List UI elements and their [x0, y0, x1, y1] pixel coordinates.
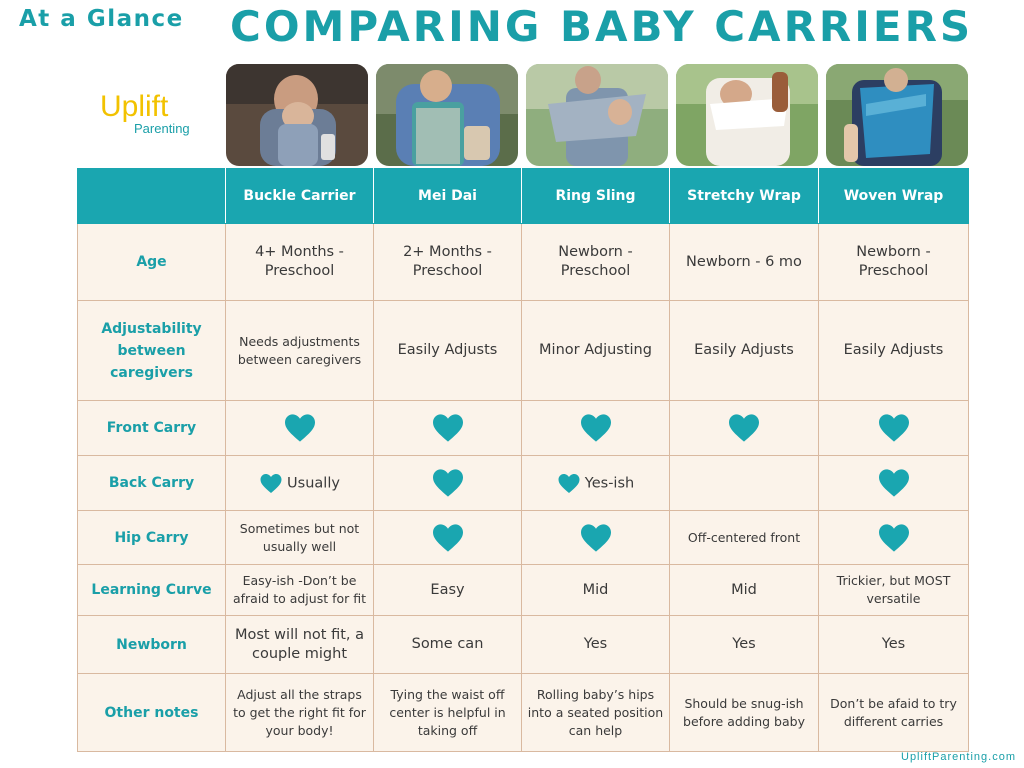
table-cell: Newborn - Preschool: [521, 223, 670, 301]
column-header: Mei Dai: [373, 168, 522, 224]
footer-url: UpliftParenting.com: [901, 751, 1016, 763]
column-header: Ring Sling: [521, 168, 670, 224]
heart-icon: [579, 413, 613, 443]
row-label: Learning Curve: [77, 564, 226, 616]
logo-word-parenting: Parenting: [134, 121, 190, 136]
table-cell: 2+ Months - Preschool: [373, 223, 522, 301]
heart-icon: [579, 523, 613, 553]
table-row-adjustability: Adjustability between caregivers Needs a…: [77, 300, 969, 401]
table-cell: Yes-ish: [521, 455, 670, 511]
table-cell: Easy: [373, 564, 522, 616]
brand-logo: Uplift Parenting: [100, 92, 190, 136]
heart-icon: [431, 523, 465, 553]
page-title: COMPARING BABY CARRIERS: [230, 2, 974, 51]
table-cell: Don’t be afaid to try different carries: [818, 673, 969, 752]
heart-icon: [877, 468, 911, 498]
column-header: Woven Wrap: [818, 168, 969, 224]
table-cell: Minor Adjusting: [521, 300, 670, 401]
table-row-learning-curve: Learning Curve Easy-ish -Don’t be afraid…: [77, 564, 969, 616]
heart-icon: [259, 473, 283, 494]
heart-icon: [283, 413, 317, 443]
table-cell: Mid: [669, 564, 819, 616]
row-label: Other notes: [77, 673, 226, 752]
comparison-table: Buckle Carrier Mei Dai Ring Sling Stretc…: [77, 168, 969, 752]
table-cell: 4+ Months - Preschool: [225, 223, 374, 301]
table-cell: Easily Adjusts: [669, 300, 819, 401]
photo-mei-dai: [376, 64, 518, 166]
table-cell: [521, 510, 670, 565]
heart-icon: [431, 413, 465, 443]
carrier-photo-strip: [226, 64, 968, 166]
table-cell: Most will not fit, a couple might: [225, 615, 374, 674]
table-cell: [521, 400, 670, 456]
table-cell: [818, 510, 969, 565]
heart-icon: [727, 413, 761, 443]
table-cell: Tying the waist off center is helpful in…: [373, 673, 522, 752]
table-row-back-carry: Back Carry Usually Yes-ish: [77, 455, 969, 511]
table-cell: Usually: [225, 455, 374, 511]
table-cell: [669, 455, 819, 511]
photo-woven-wrap: [826, 64, 968, 166]
heart-icon: [877, 413, 911, 443]
heart-icon: [431, 468, 465, 498]
table-cell: Yes: [521, 615, 670, 674]
table-cell: Yes: [669, 615, 819, 674]
eyebrow-heading: At a Glance: [19, 6, 184, 32]
row-label: Age: [77, 223, 226, 301]
cell-text: Yes-ish: [584, 475, 635, 491]
column-header: Buckle Carrier: [225, 168, 374, 224]
table-cell: [373, 455, 522, 511]
table-cell: Mid: [521, 564, 670, 616]
table-cell: [818, 455, 969, 511]
table-cell: [225, 400, 374, 456]
table-row-newborn: Newborn Most will not fit, a couple migh…: [77, 615, 969, 674]
table-row-age: Age 4+ Months - Preschool 2+ Months - Pr…: [77, 223, 969, 301]
table-cell: Adjust all the straps to get the right f…: [225, 673, 374, 752]
photo-stretchy-wrap: [676, 64, 818, 166]
table-cell: [373, 510, 522, 565]
row-label: Newborn: [77, 615, 226, 674]
column-header: Stretchy Wrap: [669, 168, 819, 224]
table-cell: Needs adjustments between caregivers: [225, 300, 374, 401]
heart-icon: [877, 523, 911, 553]
table-cell: [818, 400, 969, 456]
table-cell: Sometimes but not usually well: [225, 510, 374, 565]
photo-buckle-carrier: [226, 64, 368, 166]
table-cell: Easily Adjusts: [373, 300, 522, 401]
table-cell: Rolling baby’s hips into a seated positi…: [521, 673, 670, 752]
table-cell: [373, 400, 522, 456]
table-cell: Off-centered front: [669, 510, 819, 565]
table-cell: [669, 400, 819, 456]
cell-text: Usually: [287, 475, 340, 491]
table-cell: Newborn - Preschool: [818, 223, 969, 301]
table-header-row: Buckle Carrier Mei Dai Ring Sling Stretc…: [77, 168, 969, 224]
table-row-other-notes: Other notes Adjust all the straps to get…: [77, 673, 969, 752]
table-cell: Newborn - 6 mo: [669, 223, 819, 301]
logo-word-uplift: Uplift: [100, 90, 169, 123]
header-corner-cell: [77, 168, 226, 224]
heart-icon: [557, 473, 581, 494]
row-label: Hip Carry: [77, 510, 226, 565]
table-row-front-carry: Front Carry: [77, 400, 969, 456]
table-cell: Should be snug-ish before adding baby: [669, 673, 819, 752]
row-label: Back Carry: [77, 455, 226, 511]
table-row-hip-carry: Hip Carry Sometimes but not usually well…: [77, 510, 969, 565]
table-cell: Yes: [818, 615, 969, 674]
photo-ring-sling: [526, 64, 668, 166]
table-cell: Easy-ish -Don’t be afraid to adjust for …: [225, 564, 374, 616]
row-label: Front Carry: [77, 400, 226, 456]
table-cell: Easily Adjusts: [818, 300, 969, 401]
row-label: Adjustability between caregivers: [77, 300, 226, 401]
table-cell: Trickier, but MOST versatile: [818, 564, 969, 616]
table-cell: Some can: [373, 615, 522, 674]
